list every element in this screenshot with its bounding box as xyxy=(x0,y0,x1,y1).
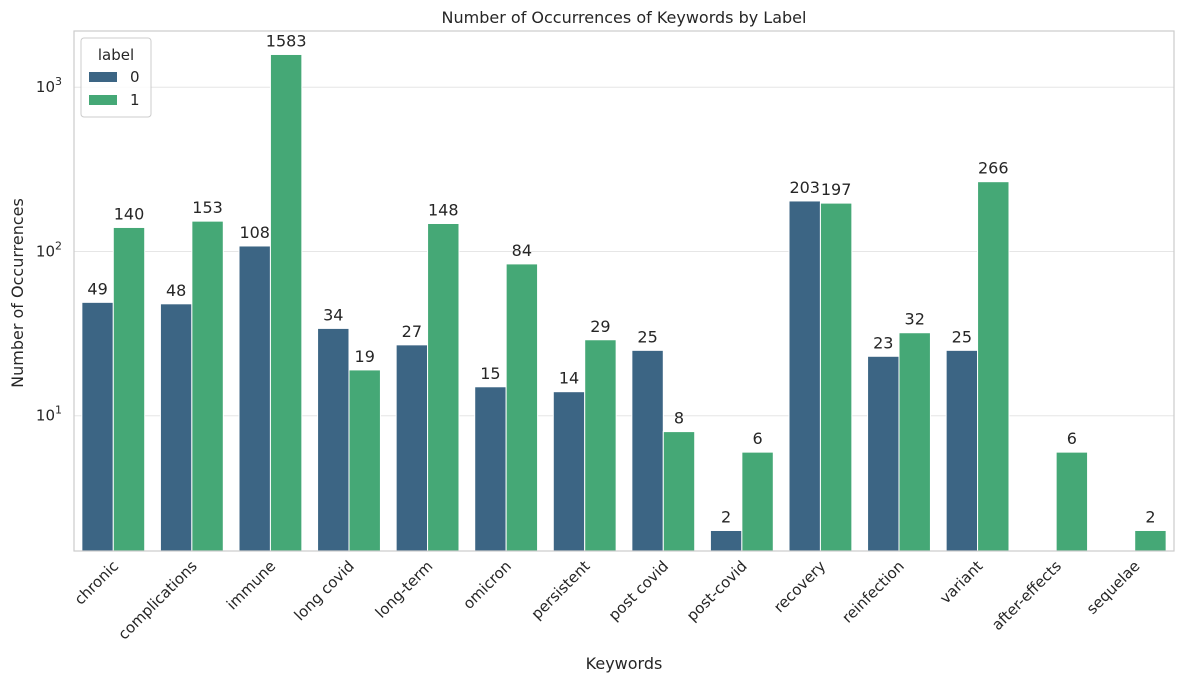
plot-frame xyxy=(73,30,1175,552)
bar-reinfection-label-1 xyxy=(898,332,931,552)
data-label: 6 xyxy=(1067,429,1077,448)
bar-complications-label-0 xyxy=(159,303,193,552)
data-label: 14 xyxy=(559,369,579,388)
bar-after-effects-label-1 xyxy=(1055,451,1089,552)
bar-post-covid-label-1 xyxy=(662,431,696,552)
data-label: 27 xyxy=(402,322,422,341)
data-label: 140 xyxy=(114,204,145,223)
bar-long-covid-label-1 xyxy=(348,369,381,552)
data-label: 32 xyxy=(905,310,925,329)
data-label: 203 xyxy=(789,178,820,197)
data-label: 148 xyxy=(428,201,459,220)
bar-omicron-label-1 xyxy=(505,263,539,552)
bar-persistent-label-0 xyxy=(552,391,586,552)
x-axis-label: Keywords xyxy=(586,654,663,673)
bar-post-covid-label-0 xyxy=(709,529,743,552)
bar-sequelae-label-1 xyxy=(1134,529,1167,552)
data-label: 49 xyxy=(87,279,107,298)
bar-immune-label-0 xyxy=(238,245,271,552)
bar-long-term-label-0 xyxy=(395,344,429,552)
y-tick-labels: 101 102 103 xyxy=(36,75,62,424)
data-label: 23 xyxy=(873,333,893,352)
y-tick-label: 103 xyxy=(36,75,62,96)
bar-long-covid-label-0 xyxy=(317,327,350,552)
bar-post-covid-label-1 xyxy=(741,451,774,552)
legend-title: label xyxy=(98,46,134,64)
bar-immune-label-1 xyxy=(269,53,303,552)
legend-swatch-0 xyxy=(89,72,117,82)
y-axis-label: Number of Occurrences xyxy=(8,198,27,388)
bar-chronic-label-0 xyxy=(81,301,114,552)
legend-swatch-1 xyxy=(89,95,117,105)
data-label: 2 xyxy=(721,507,731,526)
data-label: 1583 xyxy=(266,31,307,50)
data-label: 2 xyxy=(1145,507,1155,526)
data-label: 8 xyxy=(674,409,684,428)
data-label: 84 xyxy=(512,241,532,260)
bars xyxy=(81,53,1167,552)
data-label: 25 xyxy=(952,327,972,346)
bar-reinfection-label-0 xyxy=(867,355,900,552)
bar-variant-label-1 xyxy=(977,181,1010,552)
bar-omicron-label-0 xyxy=(474,386,507,552)
data-label: 6 xyxy=(752,429,762,448)
y-tick-label: 102 xyxy=(36,239,62,260)
data-label: 153 xyxy=(192,198,223,217)
legend: label 0 1 xyxy=(80,37,152,118)
chart-title: Number of Occurrences of Keywords by Lab… xyxy=(442,8,807,27)
data-label: 15 xyxy=(480,364,500,383)
data-label: 34 xyxy=(323,305,343,324)
y-tick-label: 101 xyxy=(36,404,62,425)
bar-complications-label-1 xyxy=(191,220,224,552)
data-label: 266 xyxy=(978,159,1009,178)
bar-long-term-label-1 xyxy=(427,223,460,552)
data-label: 19 xyxy=(355,347,375,366)
bar-chronic-label-1 xyxy=(112,226,146,552)
data-label: 25 xyxy=(637,327,657,346)
bar-post-covid-label-0 xyxy=(631,349,664,552)
bar-recovery-label-0 xyxy=(788,200,821,552)
bar-variant-label-0 xyxy=(945,349,979,552)
bar-persistent-label-1 xyxy=(584,339,617,552)
data-label: 197 xyxy=(821,180,852,199)
data-label: 48 xyxy=(166,281,186,300)
legend-label-1: 1 xyxy=(130,91,140,109)
legend-label-0: 0 xyxy=(130,68,140,86)
data-label: 29 xyxy=(590,317,610,336)
data-label: 108 xyxy=(239,223,270,242)
bar-recovery-label-1 xyxy=(819,202,853,552)
